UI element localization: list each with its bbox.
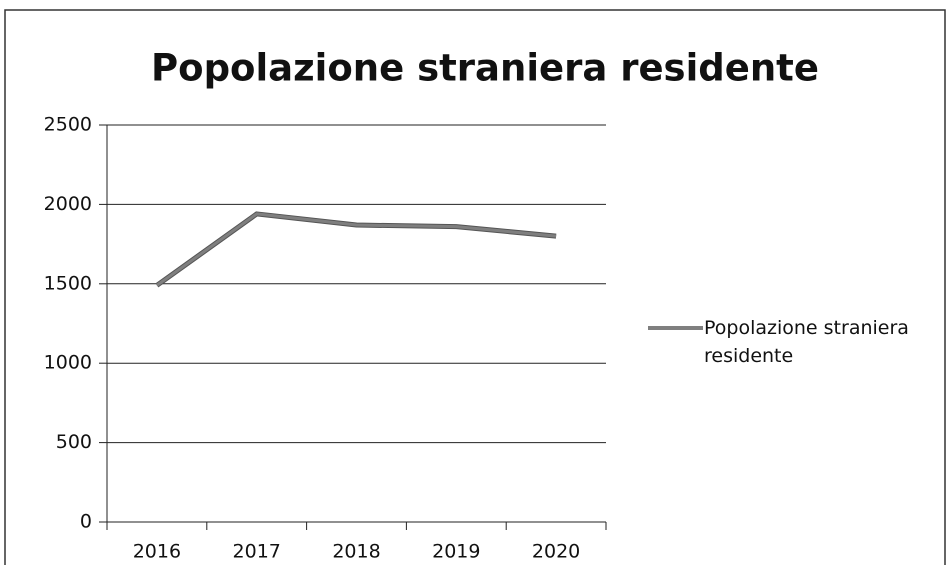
x-tick-label: 2016: [133, 541, 181, 563]
chart-title: Popolazione straniera residente: [151, 47, 819, 90]
chart-border: [4, 9, 946, 565]
x-tick-label: 2019: [432, 541, 480, 563]
y-tick-label: 1500: [44, 272, 92, 294]
x-tick-label: 2017: [233, 541, 281, 563]
series-line: [156, 212, 557, 287]
y-tick-label: 0: [80, 511, 92, 533]
x-tick-label: 2020: [532, 541, 580, 563]
y-tick-label: 500: [56, 431, 92, 453]
y-tick-label: 1000: [44, 352, 92, 374]
legend-label: Popolazione straniera residente: [704, 317, 909, 367]
x-tick-label: 2018: [332, 541, 380, 563]
y-tick-label: 2000: [44, 193, 92, 215]
y-tick-label: 2500: [44, 114, 92, 136]
